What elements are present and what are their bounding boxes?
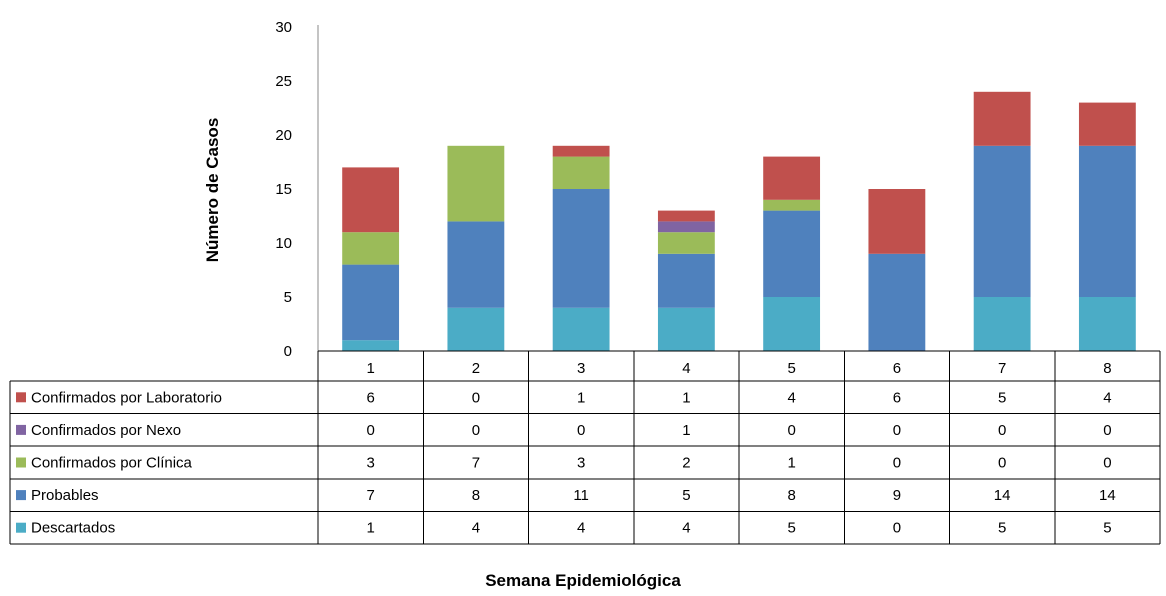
data-label: 5 bbox=[1103, 520, 1111, 537]
data-label: 1 bbox=[577, 389, 585, 406]
y-tick-label: 10 bbox=[275, 235, 292, 252]
data-label: 11 bbox=[573, 487, 589, 504]
data-label: 0 bbox=[787, 422, 795, 439]
data-label: 0 bbox=[472, 422, 480, 439]
bar-segment bbox=[657, 210, 715, 222]
data-label: 3 bbox=[366, 455, 374, 472]
data-label: 3 bbox=[577, 455, 585, 472]
bar-segment bbox=[763, 156, 821, 200]
bar-segment bbox=[973, 145, 1031, 297]
legend-label: Descartados bbox=[31, 520, 115, 537]
bar-segment bbox=[763, 297, 821, 351]
data-label: 0 bbox=[1103, 455, 1111, 472]
data-label: 8 bbox=[787, 487, 795, 504]
legend-swatch bbox=[16, 424, 26, 435]
bar-segment bbox=[657, 221, 715, 233]
data-label: 14 bbox=[1099, 487, 1116, 504]
legend-swatch bbox=[16, 490, 26, 501]
data-label: 5 bbox=[787, 520, 795, 537]
data-label: 1 bbox=[682, 422, 690, 439]
bar-segment bbox=[973, 91, 1031, 146]
data-label: 14 bbox=[994, 487, 1011, 504]
x-tick-label: 2 bbox=[472, 360, 480, 377]
legend-label: Probables bbox=[31, 487, 99, 504]
x-tick-label: 1 bbox=[366, 360, 374, 377]
bar-segment bbox=[552, 189, 610, 308]
data-label: 1 bbox=[366, 520, 374, 537]
y-tick-label: 30 bbox=[275, 19, 292, 36]
data-label: 4 bbox=[787, 389, 795, 406]
data-label: 5 bbox=[682, 487, 690, 504]
x-tick-label: 4 bbox=[682, 360, 690, 377]
bar-segment bbox=[657, 253, 715, 308]
x-tick-label: 6 bbox=[893, 360, 901, 377]
data-label: 1 bbox=[682, 389, 690, 406]
x-axis-label: Semana Epidemiológica bbox=[485, 571, 681, 590]
legend-swatch bbox=[16, 522, 26, 533]
legend-swatch bbox=[16, 392, 26, 403]
data-label: 0 bbox=[893, 455, 901, 472]
y-tick-label: 5 bbox=[284, 289, 292, 306]
data-label: 6 bbox=[893, 389, 901, 406]
data-label: 6 bbox=[366, 389, 374, 406]
y-axis-label: Número de Casos bbox=[203, 118, 222, 263]
bar-segment bbox=[657, 307, 715, 351]
data-label: 7 bbox=[366, 487, 374, 504]
bar-segment bbox=[973, 297, 1031, 351]
data-label: 0 bbox=[577, 422, 585, 439]
bar-segment bbox=[447, 221, 505, 308]
bar-segment bbox=[868, 189, 926, 254]
bar-segment bbox=[342, 232, 400, 265]
x-tick-label: 5 bbox=[787, 360, 795, 377]
data-label: 0 bbox=[998, 455, 1006, 472]
bar-segment bbox=[342, 264, 400, 341]
bar-segment bbox=[657, 232, 715, 254]
data-label: 0 bbox=[1103, 422, 1111, 439]
data-label: 2 bbox=[682, 455, 690, 472]
legend-label: Confirmados por Clínica bbox=[31, 455, 193, 472]
bar-segment bbox=[552, 145, 610, 157]
y-tick-label: 0 bbox=[284, 343, 292, 360]
bar-segment bbox=[763, 210, 821, 297]
bar-segment bbox=[342, 340, 400, 351]
data-label: 0 bbox=[366, 422, 374, 439]
legend-swatch bbox=[16, 457, 26, 468]
y-tick-label: 15 bbox=[275, 181, 292, 198]
data-label: 9 bbox=[893, 487, 901, 504]
bar-segment bbox=[1078, 297, 1136, 351]
y-tick-label: 25 bbox=[275, 73, 292, 90]
data-label: 8 bbox=[472, 487, 480, 504]
data-label: 4 bbox=[682, 520, 690, 537]
data-label: 1 bbox=[787, 455, 795, 472]
data-label: 4 bbox=[1103, 389, 1111, 406]
data-label: 0 bbox=[893, 520, 901, 537]
x-tick-label: 7 bbox=[998, 360, 1006, 377]
data-label: 5 bbox=[998, 389, 1006, 406]
x-tick-label: 3 bbox=[577, 360, 585, 377]
bar-segment bbox=[763, 199, 821, 211]
x-tick-label: 8 bbox=[1103, 360, 1111, 377]
data-label: 7 bbox=[472, 455, 480, 472]
data-label: 4 bbox=[577, 520, 585, 537]
bar-segment bbox=[868, 253, 926, 351]
legend-label: Confirmados por Nexo bbox=[31, 422, 181, 439]
bar-segment bbox=[1078, 102, 1136, 146]
bar-segment bbox=[447, 145, 505, 222]
data-label: 0 bbox=[893, 422, 901, 439]
y-tick-label: 20 bbox=[275, 127, 292, 144]
data-label: 0 bbox=[472, 389, 480, 406]
legend-label: Confirmados por Laboratorio bbox=[31, 389, 222, 406]
data-label: 4 bbox=[472, 520, 480, 537]
bar-segment bbox=[552, 307, 610, 351]
bar-segment bbox=[342, 167, 400, 233]
data-label: 5 bbox=[998, 520, 1006, 537]
y-axis: 0 5 10 15 20 25 30 bbox=[275, 19, 319, 360]
data-label: 0 bbox=[998, 422, 1006, 439]
bars bbox=[342, 91, 1136, 351]
bar-segment bbox=[1078, 145, 1136, 297]
bar-segment bbox=[447, 307, 505, 351]
bar-segment bbox=[552, 156, 610, 189]
